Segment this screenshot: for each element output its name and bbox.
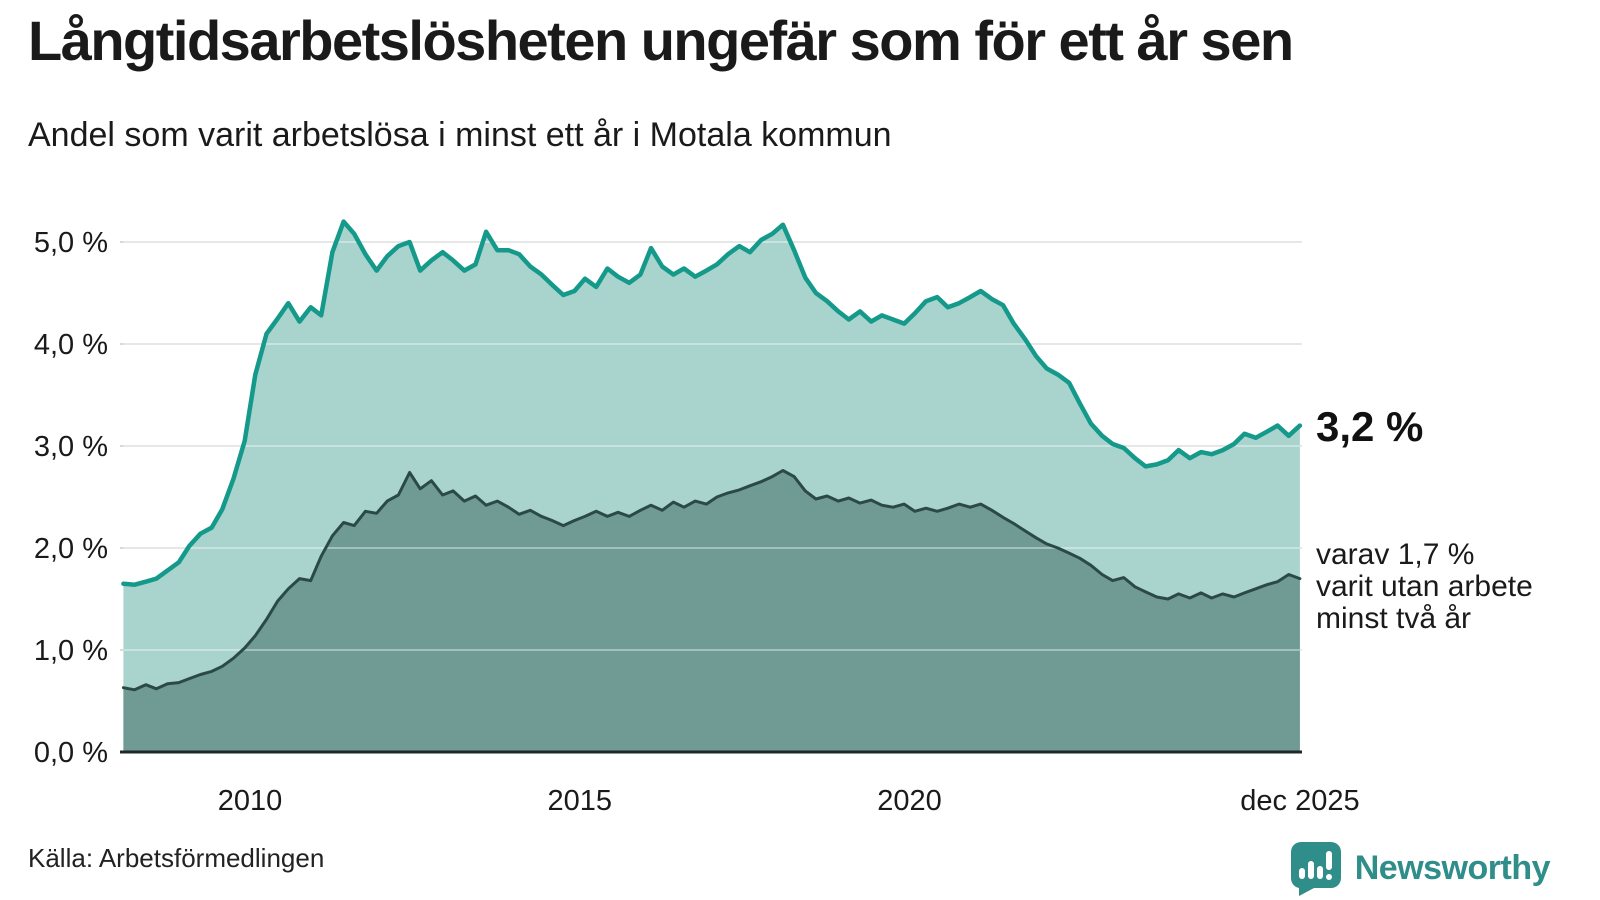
- series-lines: [121, 219, 1303, 692]
- two-year-annotation-line2: varit utan arbete: [1316, 570, 1533, 603]
- newsworthy-wordmark: Newsworthy: [1354, 848, 1551, 887]
- newsworthy-logo: Newsworthy: [1287, 840, 1551, 896]
- x-axis-tick-labels: 2010 2015 2020 dec 2025: [218, 785, 1360, 817]
- y-tick-label: 4,0 %: [34, 329, 108, 361]
- y-tick-label: 1,0 %: [34, 635, 108, 667]
- y-tick-label: 3,0 %: [34, 431, 108, 463]
- y-axis-tick-labels: 5,0 % 4,0 % 3,0 % 2,0 % 1,0 % 0,0 %: [34, 227, 108, 769]
- chart-subtitle: Andel som varit arbetslösa i minst ett å…: [28, 116, 892, 154]
- two-year-annotation-line1: varav 1,7 %: [1316, 538, 1474, 571]
- total-end-value-label: 3,2 %: [1316, 403, 1423, 450]
- y-tick-label: 2,0 %: [34, 533, 108, 565]
- newsworthy-bubble-chart-icon: [1290, 842, 1341, 896]
- page-title: Långtidsarbetslösheten ungefär som för e…: [28, 9, 1294, 72]
- source-attribution: Källa: Arbetsförmedlingen: [28, 843, 325, 873]
- x-tick-label: 2020: [877, 785, 942, 817]
- y-tick-label: 0,0 %: [34, 737, 108, 769]
- gridlines-over-fill: [123, 241, 1302, 651]
- total-line: [121, 219, 1303, 587]
- series-areas: [123, 221, 1300, 753]
- x-tick-label: 2015: [547, 785, 612, 817]
- area-chart: 5,0 %4,0 %3,0 %2,0 %1,0 %0,0 % 2010 2015 2…: [34, 219, 1533, 817]
- two-year-area: [123, 470, 1300, 752]
- y-tick-label: 5,0 %: [34, 227, 108, 259]
- two-year-line: [121, 469, 1302, 692]
- two-year-annotation-line3: minst två år: [1316, 602, 1471, 635]
- x-tick-label: dec 2025: [1240, 785, 1359, 817]
- x-tick-label: 2010: [218, 785, 283, 817]
